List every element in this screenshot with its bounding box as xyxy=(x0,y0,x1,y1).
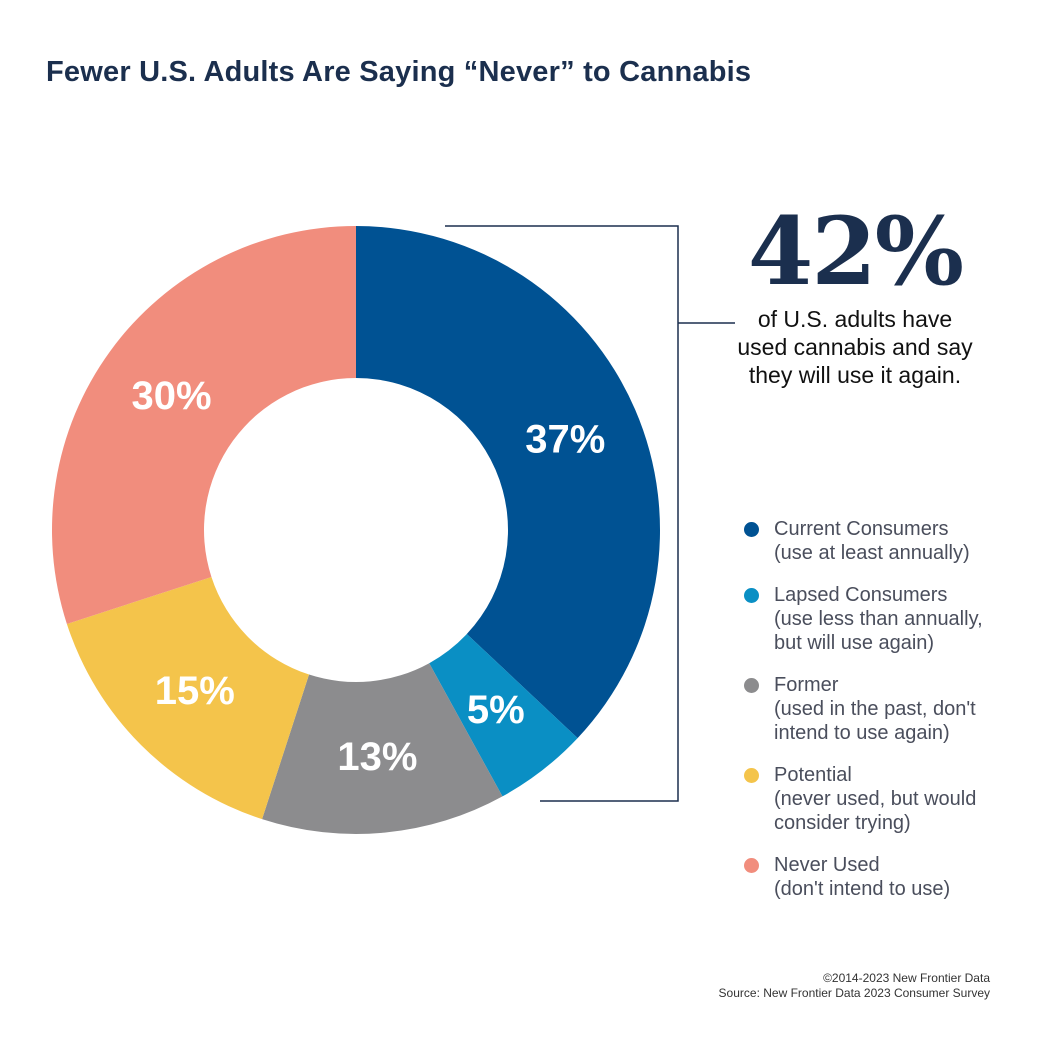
legend-item-never-used: Never Used (don't intend to use) xyxy=(744,853,1014,901)
legend-desc: (use less than annually, xyxy=(774,608,983,630)
legend-dot xyxy=(744,522,759,537)
slice-never-used xyxy=(51,226,357,624)
slice-label-potential: 15% xyxy=(155,669,235,713)
legend-desc: (used in the past, don't xyxy=(774,698,976,720)
legend-item-potential: Potential (never used, but would conside… xyxy=(744,763,1014,835)
footer: ©2014-2023 New Frontier Data Source: New… xyxy=(719,971,990,1001)
slice-current-consumers xyxy=(356,226,660,739)
callout-text: of U.S. adults have used cannabis and sa… xyxy=(705,305,1005,389)
callout-line: used cannabis and say xyxy=(737,334,973,360)
callout-bracket xyxy=(445,225,679,802)
legend-label: Never Used xyxy=(774,854,880,876)
legend-desc: consider trying) xyxy=(774,812,911,834)
legend-dot xyxy=(744,858,759,873)
legend-item-current-consumers: Current Consumers (use at least annually… xyxy=(744,517,1014,565)
slice-label-former: 13% xyxy=(337,735,417,779)
slice-lapsed-consumers xyxy=(429,634,578,797)
callout-value: 42% xyxy=(747,197,964,307)
callout-line: they will use it again. xyxy=(748,362,962,388)
legend-desc: (don't intend to use) xyxy=(774,878,951,900)
slice-labels: 37% 5% 13% 15% 30% xyxy=(132,374,606,779)
legend-desc: but will use again) xyxy=(774,632,935,654)
slice-label-lapsed-consumers: 5% xyxy=(467,688,525,732)
slice-label-current-consumers: 37% xyxy=(525,417,605,461)
callout-line: of U.S. adults have xyxy=(757,306,953,332)
legend-dot xyxy=(744,678,759,693)
copyright-text: ©2014-2023 New Frontier Data xyxy=(823,971,990,985)
legend-label: Current Consumers xyxy=(774,518,949,540)
legend-label: Lapsed Consumers xyxy=(774,584,948,606)
legend-dot xyxy=(744,588,759,603)
legend-item-lapsed-consumers: Lapsed Consumers (use less than annually… xyxy=(744,583,1014,655)
legend-item-former: Former (used in the past, don't intend t… xyxy=(744,673,1014,745)
callout: 42% of U.S. adults have used cannabis an… xyxy=(705,205,1005,389)
legend-desc: (never used, but would xyxy=(774,788,977,810)
legend: Current Consumers (use at least annually… xyxy=(744,517,1014,919)
legend-dot xyxy=(744,768,759,783)
slice-former xyxy=(262,663,503,834)
chart-title: Fewer U.S. Adults Are Saying “Never” to … xyxy=(46,56,752,88)
legend-label: Potential xyxy=(774,764,852,786)
legend-label: Former xyxy=(774,674,839,696)
source-text: Source: New Frontier Data 2023 Consumer … xyxy=(718,986,990,1000)
slice-label-never-used: 30% xyxy=(132,374,212,418)
slice-potential xyxy=(66,576,310,820)
legend-desc: intend to use again) xyxy=(774,722,950,744)
legend-desc: (use at least annually) xyxy=(774,542,970,564)
donut-slices xyxy=(51,226,660,834)
